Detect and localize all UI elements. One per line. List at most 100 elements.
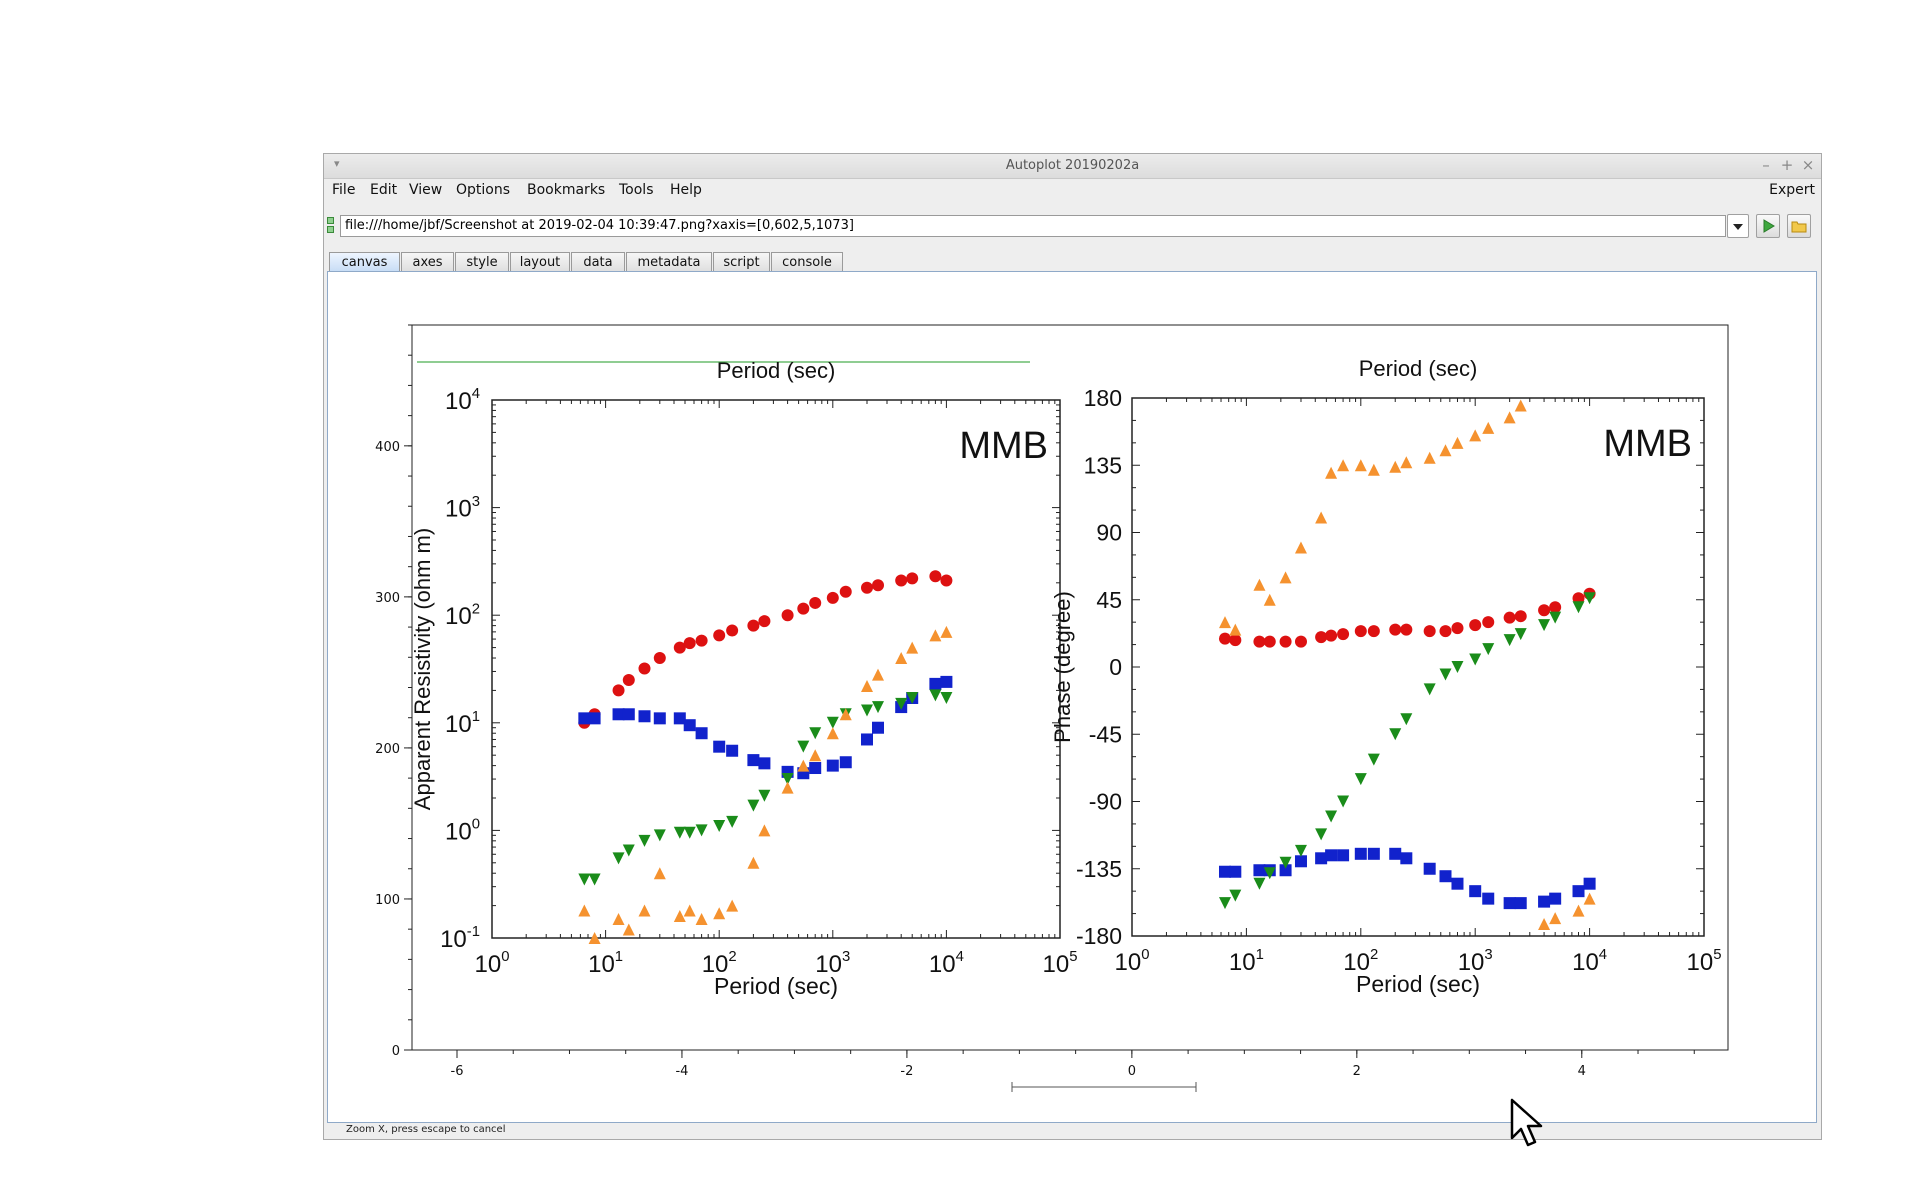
data-source-icon (327, 217, 335, 235)
data-point (839, 585, 852, 598)
data-point (612, 708, 625, 721)
data-point (695, 824, 708, 837)
tab-layout[interactable]: layout (510, 252, 570, 272)
menu-options[interactable]: Options (456, 182, 511, 198)
maximize-icon[interactable]: + (1780, 156, 1794, 174)
data-point (622, 844, 635, 857)
inner-y-tick-label: 10-1 (440, 924, 480, 953)
inner-x-tick-label: 104 (929, 949, 964, 978)
data-point (1337, 628, 1350, 641)
data-point (695, 634, 708, 647)
inner-x-tick-label: 102 (702, 949, 737, 978)
data-point (781, 609, 794, 622)
url-history-dropdown[interactable] (1727, 214, 1749, 238)
data-point (713, 819, 726, 832)
data-point (638, 904, 651, 917)
data-point (929, 629, 942, 642)
data-point (1439, 625, 1452, 638)
expert-menu[interactable]: Expert (1769, 182, 1815, 198)
tab-console[interactable]: console (771, 252, 843, 272)
data-point (1514, 628, 1527, 641)
data-point (612, 913, 625, 926)
y-tick-label: 400 (375, 440, 400, 455)
data-set-selector-input[interactable]: file:///home/jbf/Screenshot at 2019-02-0… (340, 215, 1726, 237)
data-series (1218, 592, 1596, 910)
data-point (1400, 456, 1413, 469)
data-point (940, 574, 953, 587)
data-series (1218, 399, 1596, 931)
y-tick-label: 300 (375, 591, 400, 606)
data-point (683, 637, 696, 650)
inner-y-tick-label: 180 (1084, 385, 1122, 411)
data-point (1439, 870, 1452, 883)
data-point (638, 662, 651, 675)
data-point (797, 602, 810, 615)
data-point (1315, 852, 1328, 865)
data-point (1538, 895, 1551, 908)
data-point (1482, 643, 1495, 656)
inner-x-tick-label: 100 (475, 949, 510, 978)
data-point (1218, 616, 1231, 629)
data-point (1294, 635, 1307, 648)
plot-go-button[interactable] (1756, 214, 1780, 238)
data-point (1503, 897, 1516, 910)
menu-help[interactable]: Help (670, 182, 702, 198)
menu-view[interactable]: View (409, 182, 443, 198)
data-point (612, 852, 625, 865)
right-embedded-plot: 100 101 102 103 104 105 180 135 90 45 0 -45 -90 -135 -… (1050, 356, 1721, 997)
inner-plot-title: MMB (1603, 423, 1692, 465)
data-point (1439, 668, 1452, 681)
data-point (809, 596, 822, 609)
inner-x-axis-label: Period (sec) (714, 973, 838, 999)
tab-data[interactable]: data (571, 252, 625, 272)
menu-bookmarks[interactable]: Bookmarks (527, 182, 606, 198)
data-point (1325, 849, 1338, 862)
data-point (1503, 634, 1516, 647)
inner-y-tick-label: -135 (1076, 856, 1122, 882)
menu-file[interactable]: File (332, 182, 356, 198)
data-series (578, 689, 953, 886)
data-point (578, 712, 591, 725)
tab-axes[interactable]: axes (401, 252, 454, 272)
menu-edit[interactable]: Edit (370, 182, 398, 198)
status-bar: Zoom X, press escape to cancel (324, 1122, 1821, 1139)
tab-style[interactable]: style (455, 252, 509, 272)
y-tick-label: 200 (375, 742, 400, 757)
tab-metadata[interactable]: metadata (626, 252, 712, 272)
inner-x-tick-label: 101 (588, 949, 623, 978)
inner-y-axis-label: Phase (degree) (1050, 591, 1075, 743)
tab-canvas[interactable]: canvas (329, 252, 400, 272)
data-series (578, 570, 953, 729)
minimize-icon[interactable]: – (1762, 156, 1770, 174)
tab-script[interactable]: script (713, 252, 770, 272)
data-point (906, 572, 919, 585)
chevron-down-icon (1733, 224, 1743, 230)
data-point (1572, 885, 1585, 898)
data-point (1294, 541, 1307, 554)
data-point (860, 581, 873, 594)
data-point (1229, 623, 1242, 636)
data-point (1583, 592, 1596, 605)
data-point (1279, 864, 1292, 877)
data-point (872, 721, 885, 734)
data-point (940, 625, 953, 638)
data-point (1325, 629, 1338, 642)
data-point (747, 856, 760, 869)
data-point (1389, 728, 1402, 741)
inner-x-tick-label: 100 (1115, 947, 1150, 976)
close-icon[interactable]: × (1801, 156, 1815, 174)
menu-bar: File Edit View Options Bookmarks Tools H… (324, 179, 1821, 201)
data-point (622, 923, 635, 936)
title-bar: ▾ Autoplot 20190202a – + × (324, 154, 1821, 179)
data-point (1315, 631, 1328, 644)
data-point (578, 873, 591, 886)
data-point (940, 692, 953, 705)
data-point (1354, 773, 1367, 786)
window-menu-icon[interactable]: ▾ (334, 157, 340, 170)
browse-files-button[interactable] (1787, 214, 1811, 238)
menu-tools[interactable]: Tools (619, 182, 654, 198)
data-point (1389, 847, 1402, 860)
inner-x-tick-label: 105 (1687, 947, 1722, 976)
data-point (1503, 611, 1516, 624)
